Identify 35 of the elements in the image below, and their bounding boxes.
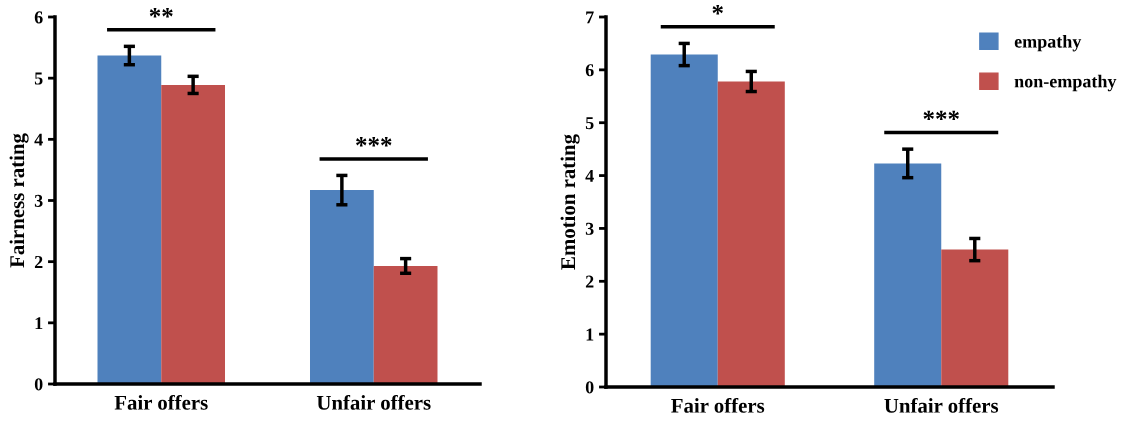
y-tick-label: 3	[34, 194, 43, 207]
bar	[650, 54, 718, 387]
y-tick-label: 2	[585, 275, 594, 288]
bar	[874, 163, 942, 387]
y-tick-label: 7	[586, 11, 594, 24]
x-tick-label: Unfair offers	[884, 397, 999, 413]
y-tick-label: 1	[586, 328, 594, 341]
bar	[97, 55, 162, 384]
y-tick-label: 4	[34, 133, 43, 146]
y-tick-label: 5	[585, 117, 594, 130]
y-tick-label: 0	[34, 378, 43, 391]
x-tick-label: Unfair offers	[316, 394, 431, 410]
legend-label: empathy	[1014, 34, 1082, 52]
y-axis-title: Fairness rating	[9, 133, 29, 268]
annotation: ***	[356, 137, 392, 147]
annotation: **	[149, 8, 173, 18]
y-tick-label: 6	[34, 11, 43, 24]
y-tick-label: 3	[585, 222, 594, 235]
y-tick-label: 1	[35, 317, 43, 330]
y-tick-label: 0	[585, 381, 594, 394]
bar	[310, 190, 374, 384]
y-tick-label: 2	[34, 255, 43, 268]
bar	[717, 81, 785, 387]
bar	[373, 265, 438, 384]
annotation: ***	[923, 110, 959, 121]
y-tick-label: 5	[34, 72, 43, 85]
x-tick-label: Fair offers	[114, 394, 208, 410]
legend-label: non-empathy	[1014, 74, 1117, 92]
bar	[941, 249, 1009, 387]
y-tick-label: 6	[585, 64, 594, 77]
bar	[161, 84, 225, 384]
y-axis-title: Emotion rating	[560, 134, 580, 270]
text: *	[712, 4, 723, 15]
y-tick-label: 4	[585, 169, 594, 182]
x-tick-label: Fair offers	[671, 397, 765, 413]
